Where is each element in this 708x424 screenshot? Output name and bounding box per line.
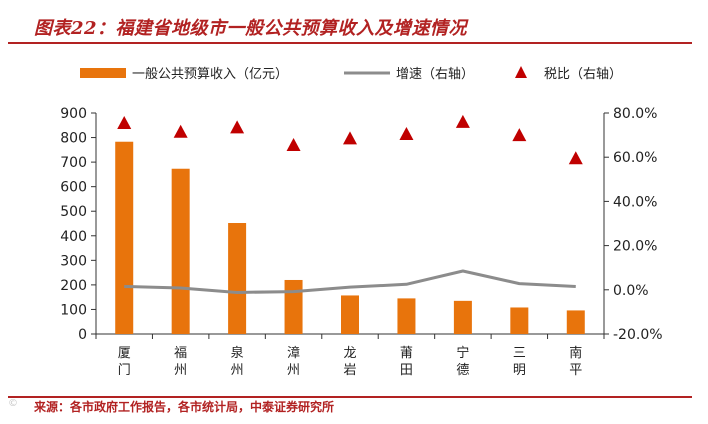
y-left-tick-label: 900 — [60, 106, 87, 122]
revenue-bar — [115, 141, 134, 334]
category-label: 厦 — [118, 346, 131, 361]
legend-triangle-label: 税比（右轴） — [544, 67, 622, 82]
source-note: 来源：各市政府工作报告，各市统计局，中泰证券研究所 — [34, 400, 335, 414]
category-label: 南 — [569, 345, 582, 361]
category-label: 明 — [513, 363, 526, 378]
bar-series — [115, 141, 585, 334]
category-label: 宁 — [456, 345, 469, 361]
growth-line — [124, 269, 576, 294]
category-label: 门 — [118, 363, 131, 378]
y-left-tick-label: 200 — [60, 278, 87, 294]
revenue-bar — [284, 279, 303, 334]
category-label: 漳 — [287, 345, 300, 361]
growth-line-series — [124, 269, 576, 294]
category-label: 莆 — [400, 346, 413, 361]
y-left-tick-label: 800 — [60, 131, 87, 147]
tax-ratio-marker — [343, 131, 357, 145]
y-left-tick-label: 500 — [60, 204, 87, 220]
y-left-tick-label: 100 — [60, 302, 87, 318]
category-label: 福 — [174, 346, 187, 361]
y-left-tick-label: 400 — [60, 229, 87, 245]
legend-triangle-swatch — [515, 66, 527, 78]
tax-ratio-marker — [286, 138, 301, 152]
y-left-tick-label: 300 — [60, 253, 87, 269]
revenue-bar — [453, 300, 472, 334]
revenue-bar — [566, 310, 585, 334]
tax-ratio-marker — [512, 128, 527, 142]
tax-ratio-series — [117, 114, 583, 165]
y-left-tick-label: 700 — [60, 155, 87, 171]
legend-bar-swatch — [80, 68, 126, 78]
y-left-tick-label: 600 — [60, 180, 87, 196]
revenue-bar — [341, 295, 359, 334]
chart-title: 图表22：福建省地级市一般公共预算收入及增速情况 — [34, 18, 468, 39]
footer-rule — [8, 396, 692, 398]
tax-ratio-marker — [173, 124, 188, 138]
tax-ratio-marker — [230, 120, 245, 134]
category-label: 平 — [569, 363, 582, 378]
title-bar: 图表22：福建省地级市一般公共预算收入及增速情况 — [8, 8, 692, 44]
legend-line-label: 增速（右轴） — [396, 67, 474, 82]
tax-ratio-marker — [568, 151, 583, 165]
category-label: 州 — [174, 363, 187, 378]
tax-ratio-marker — [455, 114, 470, 128]
category-label: 泉 — [231, 345, 244, 361]
y-right-tick-label: 60.0% — [613, 150, 657, 166]
revenue-bar — [228, 223, 247, 334]
y-right-tick-label: 20.0% — [613, 239, 657, 255]
revenue-bar — [171, 168, 190, 334]
y-right-tick-label: 80.0% — [613, 106, 657, 122]
tax-ratio-marker — [117, 115, 132, 129]
category-label: 三 — [513, 346, 526, 361]
legend-bar-label: 一般公共预算收入（亿元） — [132, 66, 288, 82]
axes: 0 100 200 300 400 500 600 700 800 900 -20.0% 0.0% 20… — [60, 106, 662, 343]
watermark: © — [8, 398, 18, 409]
y-right-tick-label: -20.0% — [613, 327, 663, 343]
category-label: 德 — [456, 363, 469, 378]
category-label: 州 — [231, 363, 244, 378]
revenue-bar — [510, 307, 529, 334]
category-label: 龙 — [343, 346, 356, 361]
y-right-tick-label: 0.0% — [613, 283, 649, 299]
y-left-tick-label: 0 — [78, 327, 87, 343]
category-label: 岩 — [343, 363, 356, 378]
category-label: 田 — [400, 363, 413, 378]
category-label: 州 — [287, 363, 300, 378]
legend: 一般公共预算收入（亿元） 增速（右轴） 税比（右轴） — [80, 66, 622, 82]
tax-ratio-marker — [399, 126, 414, 140]
y-right-tick-label: 40.0% — [613, 194, 657, 210]
revenue-bar — [397, 298, 416, 334]
